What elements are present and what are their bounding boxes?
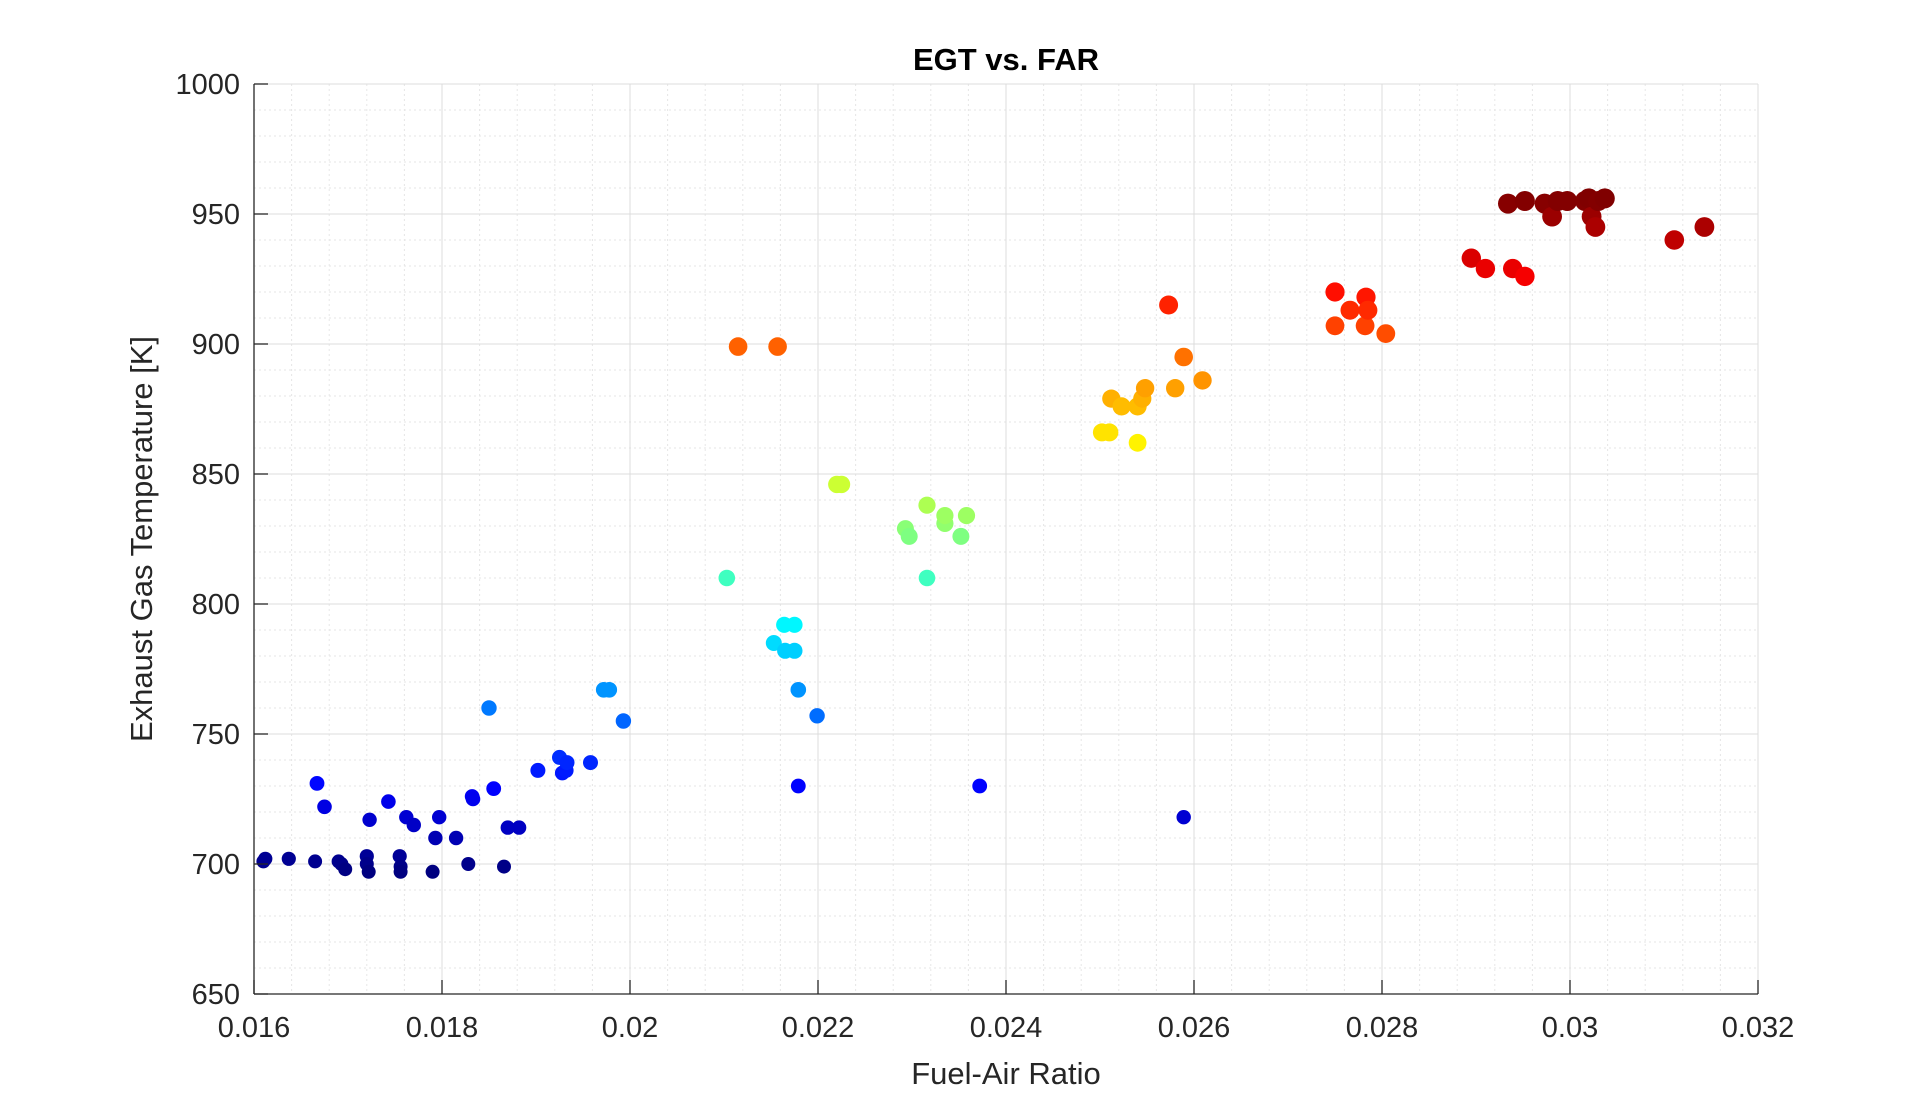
data-point [918, 569, 936, 587]
data-point [317, 799, 332, 815]
data-point [1340, 300, 1360, 320]
data-point [972, 778, 988, 794]
data-point [425, 864, 440, 879]
x-tick-label: 0.022 [782, 1012, 855, 1044]
x-tick-label: 0.028 [1346, 1012, 1419, 1044]
data-point [728, 337, 748, 356]
data-point [918, 496, 936, 514]
data-point [900, 527, 918, 545]
data-point [1475, 258, 1496, 279]
y-tick-label: 650 [192, 979, 240, 1011]
x-axis-ticks: 0.016 0.018 0.02 0.022 0.024 0.026 0.028 0.03 0.… [218, 980, 1795, 1044]
y-tick-label: 900 [192, 329, 240, 361]
data-point [786, 642, 803, 659]
data-point [481, 700, 497, 716]
x-tick-label: 0.018 [406, 1012, 479, 1044]
data-point [1355, 316, 1375, 336]
data-point [559, 755, 575, 771]
data-point [1514, 191, 1535, 211]
data-point [1325, 316, 1345, 336]
data-point [1100, 423, 1119, 442]
y-tick-label: 800 [192, 589, 240, 621]
data-point [448, 830, 464, 846]
x-tick-label: 0.026 [1158, 1012, 1231, 1044]
data-point [1325, 282, 1345, 302]
data-point [1515, 266, 1535, 287]
data-point [765, 635, 782, 651]
data-point [615, 713, 632, 729]
data-point [952, 527, 970, 545]
data-point [1376, 324, 1396, 343]
y-tick-label: 700 [192, 849, 240, 881]
data-point [786, 616, 803, 633]
data-point [957, 506, 976, 525]
data-point [1694, 217, 1715, 237]
x-tick-label: 0.016 [218, 1012, 291, 1044]
data-point [500, 820, 515, 835]
data-point [497, 859, 511, 874]
data-point [1585, 217, 1606, 237]
data-point [1498, 193, 1518, 214]
y-tick-label: 950 [192, 199, 240, 231]
data-point [406, 817, 421, 833]
data-point [381, 794, 396, 809]
data-point [338, 862, 353, 877]
data-point [1594, 188, 1615, 209]
data-point [936, 506, 954, 525]
data-point [809, 708, 825, 724]
x-tick-label: 0.024 [970, 1012, 1043, 1044]
data-point [718, 569, 736, 587]
data-point [1135, 379, 1155, 398]
major-grid [253, 83, 1759, 995]
data-point [530, 762, 546, 778]
data-point [1461, 248, 1482, 268]
data-point [461, 857, 476, 871]
data-point [465, 791, 481, 807]
data-points [256, 188, 1715, 879]
data-point [361, 864, 376, 879]
data-point [308, 854, 323, 869]
data-point [1112, 397, 1131, 416]
data-point [309, 776, 325, 791]
data-point [1557, 191, 1578, 211]
data-point [601, 682, 618, 698]
y-tick-label: 850 [192, 459, 240, 491]
data-point [428, 830, 443, 846]
data-point [281, 851, 296, 866]
data-point [583, 755, 598, 771]
x-tick-label: 0.032 [1722, 1012, 1795, 1044]
chart-title: EGT vs. FAR [913, 42, 1099, 77]
data-point [362, 812, 377, 827]
x-tick-label: 0.02 [602, 1012, 658, 1044]
data-point [392, 849, 407, 864]
data-point [1174, 347, 1193, 367]
y-tick-label: 750 [192, 719, 240, 751]
data-point [1664, 230, 1685, 250]
data-point [790, 778, 806, 794]
data-point [1166, 379, 1185, 398]
data-point [486, 781, 502, 796]
y-axis-label: Exhaust Gas Temperature [K] [124, 336, 159, 742]
data-point [1176, 810, 1191, 825]
data-point [1193, 371, 1212, 390]
x-tick-label: 0.03 [1542, 1012, 1598, 1044]
data-point [1128, 433, 1147, 452]
data-point [1159, 295, 1179, 315]
data-point [393, 864, 408, 879]
data-point [768, 337, 787, 356]
data-point [832, 475, 851, 494]
data-point [790, 682, 807, 698]
data-point [1542, 206, 1562, 227]
x-axis-label: Fuel-Air Ratio [911, 1056, 1101, 1091]
y-axis-ticks: 650 700 750 800 850 900 950 1000 [175, 69, 268, 1011]
data-point [432, 810, 447, 825]
data-point [511, 820, 527, 835]
data-point [1358, 300, 1378, 320]
y-tick-label: 1000 [175, 69, 240, 101]
data-point [258, 851, 273, 866]
